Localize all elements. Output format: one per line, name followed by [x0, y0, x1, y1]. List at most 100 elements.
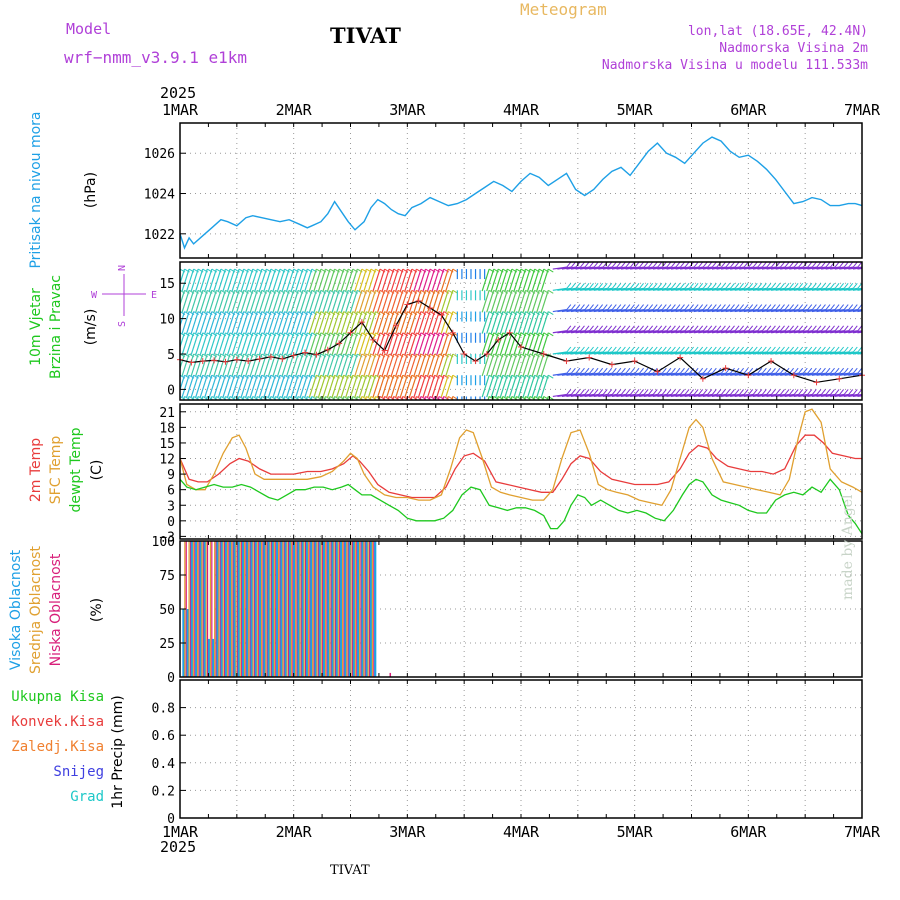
wind-barb — [816, 351, 831, 355]
wind-barb-flag — [589, 325, 594, 332]
wind-barb-flag — [789, 346, 795, 353]
wind-barb-flag — [780, 346, 785, 353]
wind-barbs — [180, 262, 875, 400]
wind-barb — [557, 287, 572, 291]
wind-barb-flag — [811, 389, 817, 395]
wind-barb — [508, 311, 518, 334]
wind-barb — [580, 266, 595, 270]
wind-barb-flag — [784, 389, 790, 395]
wind-barb — [798, 287, 813, 291]
wind-barb — [331, 311, 340, 334]
wind-barb-flag — [807, 325, 813, 332]
wind-barb — [531, 311, 540, 334]
wind-barb — [386, 332, 395, 355]
wind-barb-flag — [834, 325, 840, 332]
wind-barb — [395, 353, 404, 377]
wind-barb-flag — [752, 325, 758, 332]
wind-barb — [540, 311, 549, 334]
wind-barb — [784, 308, 799, 313]
wind-barb-flag — [867, 326, 871, 331]
wind-barb-flag — [680, 325, 685, 332]
wind-barb — [249, 268, 258, 292]
wind-barb — [445, 353, 454, 377]
wind-barb — [593, 393, 608, 398]
wind-barb — [336, 353, 345, 377]
wind-barb-flag — [721, 304, 726, 310]
wind-barb — [857, 267, 862, 270]
wind-barb-flag — [811, 367, 817, 374]
wind-barb — [570, 266, 586, 270]
wind-barb — [372, 375, 381, 398]
wind-barb-flag — [643, 304, 649, 310]
wind-barb — [702, 330, 717, 334]
wind-barb — [725, 351, 740, 355]
wind-barb-flag — [698, 367, 704, 374]
wind-barb — [761, 308, 777, 313]
wind-barb-flag — [730, 325, 735, 332]
wind-barb — [286, 268, 295, 292]
wind-barb-flag — [784, 325, 790, 332]
wind-barb — [643, 372, 658, 376]
wind-barb — [693, 308, 708, 313]
wind-barb-flag — [680, 367, 685, 374]
wind-barb — [630, 330, 645, 334]
wind-barb-flag — [757, 389, 763, 395]
wind-barb — [625, 266, 640, 270]
x-tick-label-bottom: 6MAR — [730, 823, 767, 841]
wind-barb-flag — [671, 389, 676, 395]
wind-barb — [445, 290, 454, 313]
wind-barb-flag — [598, 389, 604, 395]
wind-barb — [848, 287, 862, 291]
wind-barb-flag — [707, 262, 713, 268]
wind-barb — [431, 353, 440, 377]
wind-barb — [739, 330, 754, 334]
wind-barb — [625, 372, 640, 376]
wind-barb-flag — [548, 374, 554, 379]
wind-barb — [404, 375, 413, 398]
wind-barb-flag — [793, 282, 799, 289]
wind-barb-flag — [867, 347, 871, 352]
wind-barb — [698, 372, 713, 376]
wind-barb — [213, 375, 222, 398]
wind-barb — [186, 311, 195, 334]
wind-barb — [689, 266, 704, 270]
wind-barb-flag — [575, 389, 581, 395]
wind-barb — [639, 266, 654, 270]
wind-barb — [522, 311, 531, 334]
wind-barb — [748, 351, 763, 355]
wind-barb — [199, 375, 208, 398]
wind-barb — [693, 351, 708, 355]
wind-barb-flag — [711, 325, 717, 332]
precip-legend-entry: Grad — [70, 789, 104, 805]
wind-barb — [408, 353, 417, 377]
wind-barb-flag — [671, 346, 676, 353]
wind-barb — [322, 268, 331, 292]
wind-barb — [784, 330, 799, 334]
compass-east-label: E — [151, 290, 157, 301]
wind-barb — [327, 353, 336, 377]
wind-barb-flag — [611, 367, 617, 374]
wind-barb-flag — [871, 305, 875, 310]
wind-barb — [490, 353, 499, 377]
wind-barb — [648, 393, 663, 398]
wind-barb — [195, 375, 204, 398]
wind-barb-flag — [748, 346, 754, 353]
wind-barb — [757, 393, 772, 398]
wind-barb-flag — [607, 262, 613, 268]
wind-barb — [254, 290, 263, 313]
wind-barb — [313, 311, 322, 334]
wind-barb-flag — [580, 282, 585, 289]
wind-barb-flag — [861, 287, 862, 289]
wind-barb — [684, 393, 699, 398]
wind-barb-flag — [816, 282, 822, 289]
wind-barb — [807, 372, 822, 376]
wind-barb — [698, 287, 713, 291]
wind-barb — [652, 330, 667, 334]
wind-barb — [830, 266, 845, 270]
wind-barb-flag — [616, 262, 622, 268]
wind-barb-flag — [607, 304, 613, 310]
wind-barb — [240, 375, 249, 398]
wind-barb-flag — [798, 325, 804, 332]
wind-barb — [684, 266, 699, 270]
wind-barb — [213, 290, 222, 313]
